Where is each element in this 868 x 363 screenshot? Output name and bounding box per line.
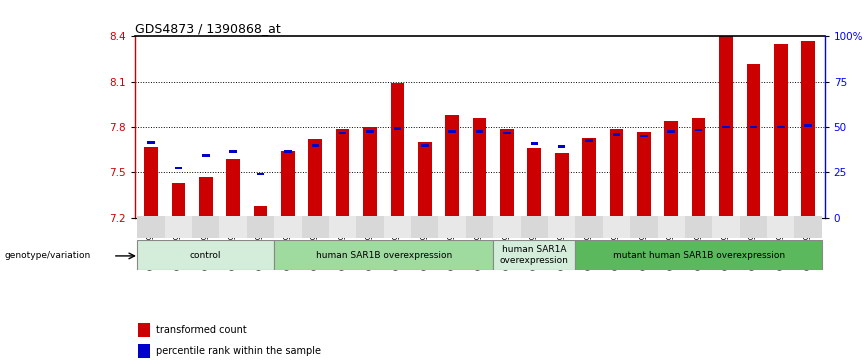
- Bar: [449, 130, 456, 133]
- Text: percentile rank within the sample: percentile rank within the sample: [156, 346, 321, 356]
- Bar: [445, 115, 459, 218]
- Bar: [363, 127, 377, 218]
- Text: GDS4873 / 1390868_at: GDS4873 / 1390868_at: [135, 22, 280, 35]
- Bar: [284, 150, 292, 152]
- Bar: [630, 216, 658, 238]
- Bar: [418, 142, 431, 218]
- Bar: [720, 36, 733, 218]
- Bar: [685, 216, 713, 238]
- Bar: [658, 216, 685, 238]
- Bar: [312, 144, 319, 147]
- Bar: [530, 142, 538, 145]
- Bar: [582, 138, 596, 218]
- Text: control: control: [190, 250, 221, 260]
- Bar: [438, 216, 466, 238]
- Bar: [137, 216, 165, 238]
- Bar: [740, 216, 767, 238]
- FancyBboxPatch shape: [274, 240, 493, 270]
- Bar: [575, 216, 602, 238]
- Bar: [411, 216, 438, 238]
- Bar: [357, 216, 384, 238]
- Bar: [391, 83, 404, 218]
- Bar: [199, 177, 213, 218]
- Bar: [165, 216, 192, 238]
- FancyBboxPatch shape: [137, 240, 274, 270]
- Bar: [139, 344, 150, 358]
- Bar: [528, 148, 541, 218]
- Bar: [220, 216, 247, 238]
- Bar: [144, 147, 158, 218]
- Text: genotype/variation: genotype/variation: [4, 252, 90, 260]
- Bar: [476, 130, 483, 133]
- Bar: [308, 139, 322, 218]
- Bar: [500, 129, 514, 218]
- Bar: [421, 144, 429, 147]
- Bar: [777, 126, 785, 129]
- Bar: [750, 126, 757, 129]
- Text: human SAR1B overexpression: human SAR1B overexpression: [316, 250, 452, 260]
- Bar: [473, 118, 486, 218]
- Bar: [585, 139, 593, 142]
- Bar: [247, 216, 274, 238]
- Bar: [172, 183, 185, 218]
- Bar: [174, 167, 182, 169]
- Bar: [713, 216, 740, 238]
- Bar: [602, 216, 630, 238]
- Bar: [746, 64, 760, 218]
- Bar: [202, 154, 209, 157]
- Bar: [767, 216, 794, 238]
- Text: mutant human SAR1B overexpression: mutant human SAR1B overexpression: [613, 250, 785, 260]
- FancyBboxPatch shape: [575, 240, 822, 270]
- Bar: [609, 129, 623, 218]
- Bar: [493, 216, 521, 238]
- Text: transformed count: transformed count: [156, 325, 247, 335]
- Bar: [336, 129, 350, 218]
- Bar: [227, 159, 240, 218]
- Bar: [805, 124, 812, 127]
- Bar: [640, 135, 648, 138]
- Bar: [301, 216, 329, 238]
- Bar: [695, 129, 702, 131]
- Text: human SAR1A
overexpression: human SAR1A overexpression: [500, 245, 569, 265]
- Bar: [281, 151, 295, 218]
- Bar: [613, 133, 621, 136]
- Bar: [329, 216, 357, 238]
- Bar: [794, 216, 822, 238]
- Bar: [139, 323, 150, 337]
- Bar: [774, 44, 787, 218]
- Bar: [667, 130, 675, 133]
- Bar: [521, 216, 548, 238]
- Bar: [257, 172, 264, 175]
- Bar: [637, 132, 651, 218]
- Bar: [274, 216, 301, 238]
- Bar: [394, 127, 401, 130]
- Bar: [664, 121, 678, 218]
- Bar: [384, 216, 411, 238]
- Bar: [148, 141, 155, 143]
- Bar: [466, 216, 493, 238]
- FancyBboxPatch shape: [493, 240, 575, 270]
- Bar: [253, 206, 267, 218]
- Bar: [555, 153, 569, 218]
- Bar: [339, 132, 346, 134]
- Bar: [548, 216, 575, 238]
- Bar: [801, 41, 815, 218]
- Bar: [229, 150, 237, 152]
- Bar: [558, 145, 565, 148]
- Bar: [503, 132, 510, 134]
- Bar: [192, 216, 220, 238]
- Bar: [722, 126, 730, 129]
- Bar: [366, 130, 374, 133]
- Bar: [692, 118, 706, 218]
